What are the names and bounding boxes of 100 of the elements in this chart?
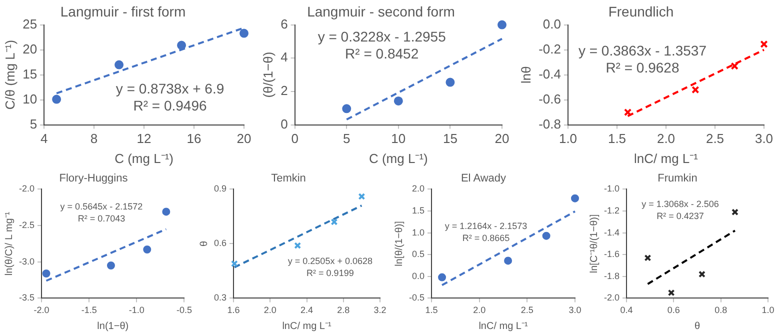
y-axis-title: ln(θ/C)/ L mg⁻¹ [4, 211, 15, 276]
point [342, 104, 352, 114]
chart-title: Freundlich [608, 3, 674, 20]
y-axis-title: (θ/(1−θ) [260, 52, 276, 98]
x-tick-label: 20 [494, 131, 510, 146]
x-tick-label: 0.8 [714, 305, 728, 316]
y-tick-label: 1.5 [412, 205, 425, 216]
x-tick-label: -0.5 [176, 305, 192, 316]
annotation: y = 0.3228x - 1.2955 [318, 28, 446, 45]
x-tick-label: 15 [442, 131, 458, 146]
y-tick-label: 0.5 [412, 249, 425, 260]
point [114, 60, 124, 70]
y-tick-label: 20 [22, 41, 38, 56]
y-tick-label: 0.9 [214, 184, 227, 194]
annotation: y = 0.2505x + 0.0628 [288, 256, 372, 266]
y-tick-label: 0.0 [412, 270, 425, 281]
x-tick-label: 2.5 [520, 305, 534, 316]
y-tick-label: 0 [280, 116, 288, 132]
point [52, 94, 62, 104]
point [668, 289, 675, 296]
point [358, 192, 366, 200]
y-tick-label: 5 [30, 116, 38, 132]
x-tick-label: 2.4 [300, 305, 314, 316]
x-axis-title: θ [694, 320, 700, 332]
y-tick-label: 0.3 [214, 292, 227, 303]
x-tick-label: 0.4 [620, 305, 633, 316]
x-tick-label: 2.0 [473, 305, 486, 316]
y-tick-label: 15 [22, 66, 38, 82]
y-axis-title: θ [198, 240, 210, 246]
point [732, 208, 738, 216]
point [698, 270, 706, 278]
x-tick-label: 0 [291, 131, 298, 146]
y-tick-label: -0.8 [538, 116, 561, 132]
x-tick-label: 8 [90, 131, 98, 146]
y-tick-label: -1.2 [604, 205, 620, 216]
y-tick-label: -0.2 [538, 41, 561, 56]
y-tick-label: 1.0 [412, 227, 425, 238]
point [394, 96, 403, 106]
point [162, 208, 170, 216]
y-tick-label: 0.6 [214, 238, 227, 248]
annotation: R² = 0.8452 [345, 46, 419, 62]
y-tick-label: -1.4 [604, 227, 620, 238]
annotation: R² = 0.9199 [306, 268, 354, 278]
x-axis-title: ln(1−θ) [97, 320, 129, 332]
point [446, 78, 455, 87]
x-axis-title: lnC/ mg L⁻¹ [282, 320, 332, 332]
y-tick-label: -2.0 [604, 292, 620, 303]
point [143, 246, 152, 254]
y-axis-title: C/θ (mg L⁻¹) [2, 40, 18, 110]
point [106, 262, 115, 270]
point [624, 108, 632, 116]
y-axis-title: ln[θ/(1−θ)] [394, 220, 405, 266]
annotation: y = 1.3068x - 2.506 [642, 199, 719, 210]
y-tick-label: 10 [22, 91, 38, 106]
y-axis-title: lnθ [518, 66, 534, 84]
annotation: y = 0.3863x - 1.3537 [578, 42, 707, 59]
x-axis-title: lnC/ mg L⁻¹ [478, 320, 528, 332]
y-tick-label: -2.5 [18, 220, 35, 230]
y-tick-label: -0.6 [538, 91, 561, 106]
y-tick-label: -1.6 [604, 249, 620, 260]
x-tick-label: 1.5 [425, 305, 438, 316]
y-axis-title: ln[C⁻¹θ/(1−θ)] [588, 214, 600, 274]
x-axis-title: C (mg L⁻¹) [368, 150, 428, 166]
point [498, 20, 506, 30]
point [504, 256, 512, 265]
x-tick-label: 20 [236, 131, 252, 146]
y-tick-label: -3.0 [18, 256, 35, 266]
x-tick-label: 2.5 [706, 131, 724, 146]
point [571, 194, 579, 202]
x-tick-label: 0.6 [667, 305, 680, 316]
x-axis-title: lnC/ mg L⁻¹ [634, 150, 699, 166]
y-tick-label: 4 [280, 50, 288, 65]
x-tick-label: 16 [186, 131, 202, 146]
y-tick-label: 2.0 [412, 184, 425, 194]
point [330, 218, 338, 226]
y-tick-label: -0.4 [538, 66, 561, 82]
annotation: R² = 0.9628 [606, 60, 680, 76]
x-tick-label: 12 [136, 131, 152, 146]
y-tick-label: -0.5 [408, 292, 425, 303]
x-tick-label: 2.0 [264, 305, 276, 316]
x-tick-label: -2.0 [34, 305, 50, 316]
point [177, 40, 186, 50]
x-tick-label: 3.0 [568, 305, 582, 316]
chart-title: Frumkin [658, 172, 698, 185]
point [542, 232, 550, 240]
x-tick-label: 2.0 [656, 131, 676, 146]
point [230, 260, 238, 268]
x-tick-label: 1.0 [558, 131, 578, 146]
x-tick-label: 5 [343, 131, 350, 146]
x-tick-label: 4 [40, 131, 48, 146]
x-tick-label: -1.0 [128, 305, 144, 316]
annotation: R² = 0.4237 [656, 211, 704, 222]
point [730, 62, 738, 70]
x-tick-label: 3.0 [754, 131, 774, 146]
chart-title: Langmuir - first form [60, 3, 186, 20]
point [760, 40, 768, 48]
x-tick-label: 2.8 [337, 305, 350, 316]
point [240, 28, 248, 38]
y-tick-label: 6 [280, 16, 288, 32]
chart-title: Temkin [271, 172, 306, 185]
